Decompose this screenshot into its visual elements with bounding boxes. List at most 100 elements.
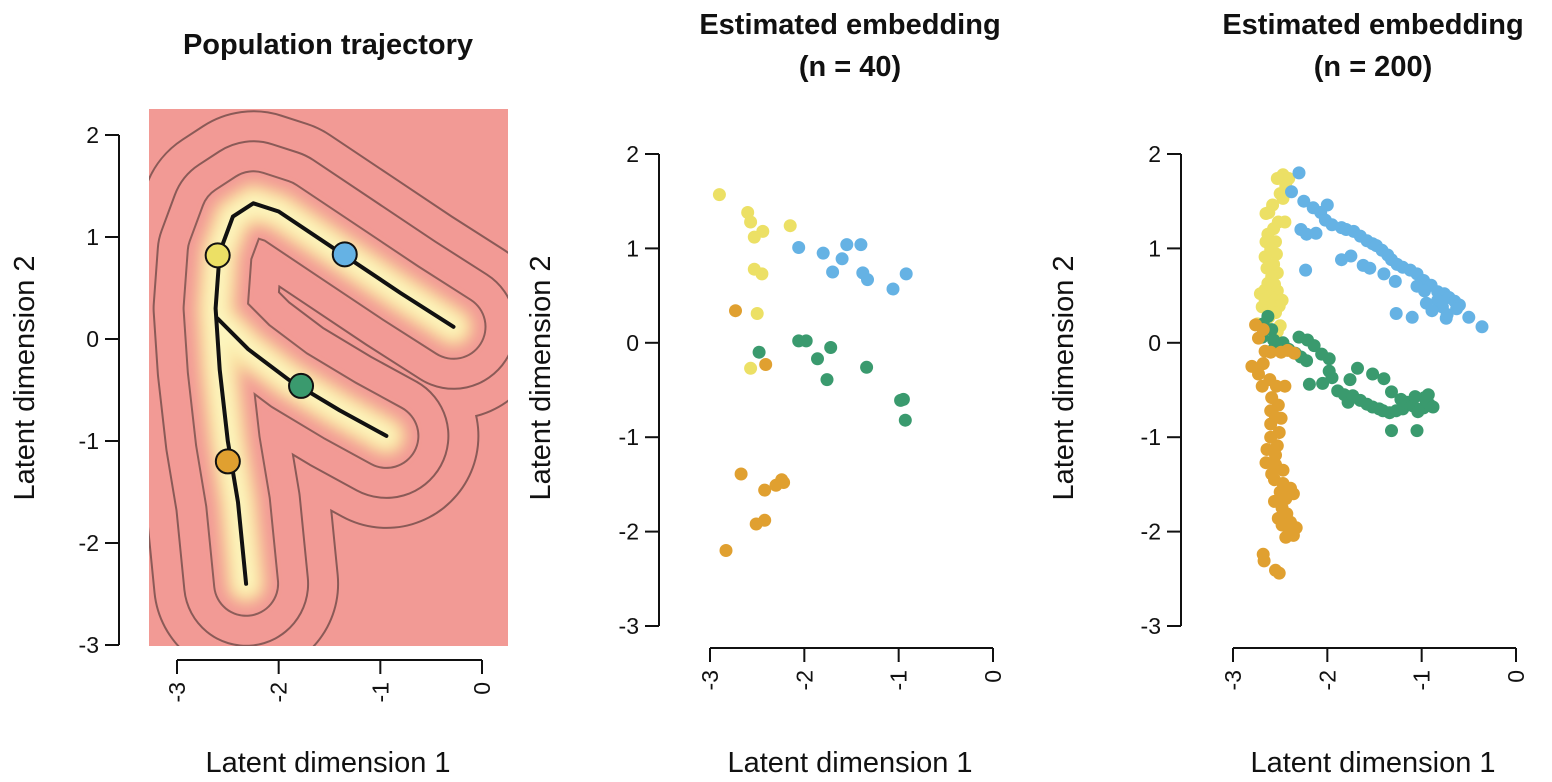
- data-point-orange: [759, 358, 773, 371]
- data-point-green: [1421, 388, 1435, 402]
- data-point-blue: [1450, 302, 1464, 316]
- data-point-blue: [1388, 274, 1402, 288]
- data-point-orange: [1287, 346, 1301, 360]
- panel3-x-axis-label: Latent dimension 1: [1250, 747, 1495, 779]
- data-point-blue: [1462, 310, 1476, 324]
- data-point-green: [896, 392, 910, 406]
- data-point-green: [1410, 424, 1424, 438]
- data-point-orange: [1269, 448, 1282, 462]
- data-point-yellow: [750, 307, 764, 320]
- heatmap-area: [149, 109, 508, 646]
- panel1-axes: -3 -2 -1 0 1 2 -3 -2 -1 0: [79, 122, 495, 702]
- data-point-orange: [1264, 417, 1278, 431]
- data-point-blue: [840, 238, 854, 252]
- y-tick-label: -1: [619, 424, 639, 450]
- panel1-x-axis-label: Latent dimension 1: [205, 747, 450, 779]
- y-tick-label: -1: [1141, 424, 1161, 450]
- data-point-green: [1377, 372, 1391, 386]
- data-point-yellow: [712, 188, 726, 202]
- data-point-yellow: [783, 219, 797, 233]
- y-tick-label: 0: [626, 330, 639, 356]
- data-point-yellow: [1259, 207, 1273, 220]
- panel3-subtitle: (n = 200): [1314, 51, 1432, 83]
- data-point-orange: [1255, 379, 1269, 393]
- data-point-yellow: [744, 361, 758, 375]
- x-tick-label: -3: [1220, 670, 1246, 690]
- data-point-yellow: [1278, 215, 1292, 229]
- x-tick-label: -1: [1409, 670, 1435, 690]
- x-tick-label: -2: [266, 682, 292, 702]
- data-point-green: [1325, 371, 1339, 385]
- y-tick-label: -2: [79, 530, 99, 556]
- data-point-blue: [1292, 166, 1306, 180]
- panel2-x-axis-label: Latent dimension 1: [727, 747, 972, 779]
- panel2-title: Estimated embedding: [699, 9, 1000, 41]
- x-tick-label: 0: [1503, 670, 1529, 683]
- data-point-orange: [1278, 379, 1292, 393]
- data-point-blue: [1285, 185, 1298, 199]
- data-point-orange: [719, 544, 733, 557]
- data-point-blue: [899, 267, 913, 281]
- data-point-green: [1385, 385, 1398, 399]
- y-tick-label: 0: [1148, 330, 1161, 356]
- data-point-green: [799, 334, 813, 348]
- data-point-green: [1322, 352, 1336, 366]
- panel2-y-axis-label: Latent dimension 2: [525, 255, 557, 500]
- y-tick-label: -1: [79, 428, 99, 454]
- data-point-orange: [1274, 411, 1288, 425]
- data-point-green: [898, 413, 912, 427]
- data-point-green: [1300, 354, 1314, 368]
- y-tick-label: 2: [1148, 141, 1161, 167]
- data-point-orange: [749, 517, 763, 531]
- data-point-green: [752, 345, 766, 359]
- data-point-blue: [835, 252, 849, 266]
- y-tick-label: 0: [86, 326, 99, 352]
- data-point-blue: [1475, 320, 1489, 334]
- data-point-yellow: [1255, 300, 1269, 314]
- x-tick-label: -2: [791, 670, 817, 690]
- data-point-blue: [1299, 263, 1313, 277]
- data-point-yellow: [747, 230, 761, 244]
- panel-embedding-n40: Estimated embedding (n = 40) -3-2-1012-3…: [525, 9, 1006, 779]
- data-point-orange: [758, 483, 772, 497]
- data-point-blue: [861, 273, 874, 287]
- y-tick-label: 1: [86, 224, 99, 250]
- data-point-blue: [1309, 226, 1323, 240]
- x-tick-label: -1: [367, 682, 393, 702]
- data-point-yellow: [1269, 247, 1283, 261]
- data-point-yellow: [744, 215, 758, 229]
- data-point-blue: [886, 282, 900, 296]
- data-point-blue: [1377, 267, 1391, 281]
- data-point-yellow: [755, 267, 769, 281]
- data-point-orange: [1276, 463, 1290, 477]
- data-point-blue: [1405, 310, 1419, 324]
- x-tick-label: 0: [469, 682, 495, 695]
- data-point-green: [1351, 361, 1364, 375]
- data-point-green: [1343, 373, 1357, 387]
- panel1-title: Population trajectory: [183, 29, 473, 61]
- data-point-green: [1385, 424, 1398, 438]
- data-point-orange: [777, 476, 791, 489]
- data-point-blue: [854, 238, 868, 252]
- panel3-points: [1245, 166, 1489, 580]
- data-point-orange: [1272, 566, 1286, 580]
- data-point-blue: [1344, 249, 1358, 263]
- panel2-subtitle: (n = 40): [799, 51, 901, 83]
- data-point-blue: [1320, 198, 1334, 212]
- y-tick-label: -3: [1141, 613, 1161, 639]
- y-tick-label: 2: [626, 141, 639, 167]
- data-point-blue: [816, 246, 830, 260]
- data-point-orange: [1252, 331, 1265, 345]
- data-point-orange: [729, 304, 742, 318]
- x-tick-label: -3: [697, 670, 723, 690]
- x-tick-label: -3: [164, 682, 190, 702]
- data-point-green: [1394, 392, 1408, 406]
- y-tick-label: -2: [1141, 519, 1161, 545]
- data-point-green: [1307, 339, 1321, 353]
- data-point-green: [811, 352, 824, 366]
- y-tick-label: 1: [1148, 235, 1161, 261]
- data-point-green: [824, 341, 838, 354]
- x-tick-label: -2: [1314, 670, 1340, 690]
- y-tick-label: -3: [79, 632, 99, 658]
- data-point-orange: [1252, 367, 1265, 381]
